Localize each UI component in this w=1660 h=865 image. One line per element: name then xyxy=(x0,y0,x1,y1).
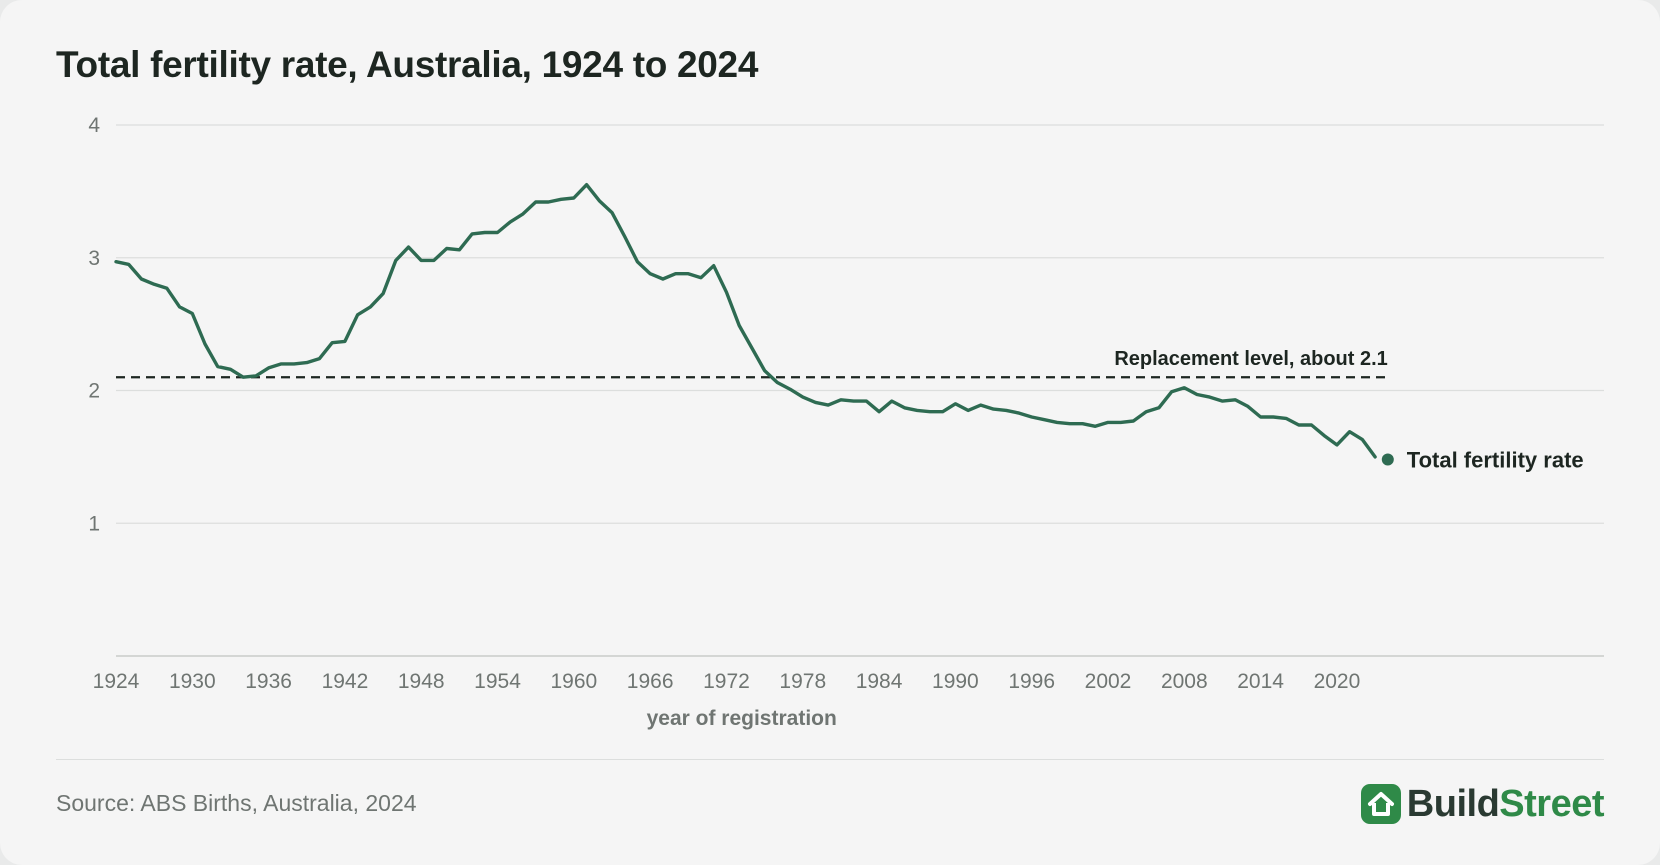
source-note: Source: ABS Births, Australia, 2024 xyxy=(56,790,417,816)
x-tick-label: 1996 xyxy=(1008,670,1055,693)
x-tick-label: 1942 xyxy=(322,670,369,693)
x-tick-label: 1936 xyxy=(245,670,292,693)
x-tick-label: 1924 xyxy=(93,670,140,693)
x-tick-label: 2014 xyxy=(1237,670,1284,693)
x-tick-label: 2002 xyxy=(1085,670,1132,693)
x-tick-label: 1960 xyxy=(550,670,597,693)
brand-wordmark: BuildStreet xyxy=(1406,783,1605,825)
brand-name-part2: Street xyxy=(1499,783,1604,825)
y-tick-labels: 1 2 3 4 xyxy=(88,114,100,535)
footer-divider xyxy=(56,759,1604,760)
fertility-rate-line xyxy=(114,183,1377,459)
chart-title: Total fertility rate, Australia, 1924 to… xyxy=(56,44,759,85)
x-tick-label: 1990 xyxy=(932,670,979,693)
y-tick-label: 4 xyxy=(88,114,100,137)
gridlines xyxy=(116,124,1604,524)
y-tick-label: 3 xyxy=(88,247,100,270)
x-tick-label: 1948 xyxy=(398,670,445,693)
y-tick-label: 1 xyxy=(88,512,100,535)
series-end-point xyxy=(1381,453,1394,466)
x-axis-label: year of registration xyxy=(647,707,837,730)
line-chart: 1 2 3 4 1924 1930 1936 1942 1948 1954 1960 1966 197… xyxy=(88,114,1604,730)
y-tick-label: 2 xyxy=(88,380,100,403)
series-label: Total fertility rate xyxy=(1407,448,1584,473)
x-tick-label: 1984 xyxy=(856,670,903,693)
brand-logo: BuildStreet xyxy=(1360,783,1605,825)
x-tick-label: 1930 xyxy=(169,670,216,693)
x-tick-label: 1978 xyxy=(779,670,826,693)
x-tick-label: 2020 xyxy=(1314,670,1361,693)
house-icon xyxy=(1360,784,1401,824)
replacement-level-label: Replacement level, about 2.1 xyxy=(1114,348,1387,370)
x-tick-label: 1972 xyxy=(703,670,750,693)
brand-name-part1: Build xyxy=(1406,783,1500,825)
x-tick-labels: 1924 1930 1936 1942 1948 1954 1960 1966 1972 1978… xyxy=(93,670,1361,693)
x-tick-label: 1966 xyxy=(627,670,674,693)
x-tick-label: 2008 xyxy=(1161,670,1208,693)
x-tick-label: 1954 xyxy=(474,670,521,693)
